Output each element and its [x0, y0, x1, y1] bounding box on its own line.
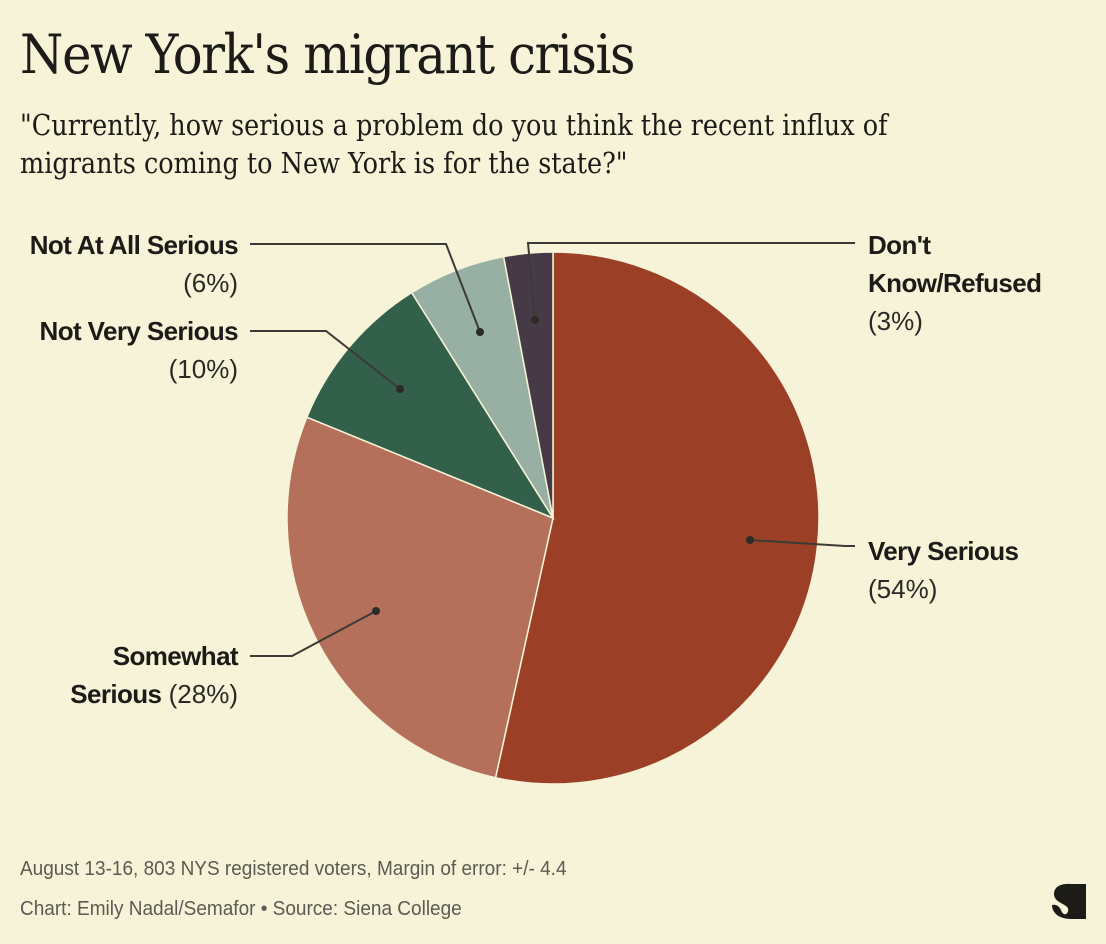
leader-not-very-serious-dot [396, 385, 404, 393]
label-not-very-serious: Not Very Serious (10%) [39, 312, 239, 388]
leader-very-serious [749, 539, 855, 547]
pie-slice-not-very-serious [305, 291, 555, 520]
pie-slice-very-serious [494, 251, 820, 785]
label-dont-know: Don't Know/Refused (3%) [868, 226, 1042, 340]
label-pct: (54%) [868, 574, 938, 604]
label-name-line2: Serious [70, 679, 162, 709]
label-pct: (6%) [183, 268, 238, 298]
leader-somewhat-serious-dot [372, 607, 380, 615]
chart-credit: Chart: Emily Nadal/Semafor • Source: Sie… [20, 898, 462, 920]
leader-not-at-all-serious [250, 243, 481, 333]
label-name: Not Very Serious [39, 316, 239, 346]
semafor-logo-icon [1052, 883, 1086, 919]
label-pct: (28%) [168, 679, 238, 709]
label-very-serious: Very Serious (54%) [868, 532, 1019, 608]
label-name-line1: Somewhat [112, 641, 239, 671]
label-pct: (3%) [868, 306, 923, 336]
label-somewhat-serious: Somewhat Serious (28%) [70, 637, 238, 713]
label-not-at-all-serious: Not At All Serious (6%) [29, 226, 239, 302]
label-name: Not At All Serious [29, 230, 239, 260]
leader-not-at-all-serious-dot [476, 328, 484, 336]
chart-title: New York's migrant crisis [20, 23, 636, 86]
leader-not-very-serious [250, 330, 401, 390]
chart-subtitle: "Currently, how serious a problem do you… [20, 108, 888, 180]
leader-somewhat-serious [250, 610, 377, 657]
label-name-line2: Know/Refused [868, 268, 1042, 298]
label-name-line1: Don't [868, 230, 931, 260]
leader-dont-know-dot [531, 316, 539, 324]
label-pct: (10%) [168, 354, 238, 384]
label-name: Very Serious [868, 536, 1019, 566]
survey-note: August 13-16, 803 NYS registered voters,… [20, 858, 567, 880]
leader-dont-know [526, 242, 855, 321]
leader-very-serious-dot [746, 536, 754, 544]
